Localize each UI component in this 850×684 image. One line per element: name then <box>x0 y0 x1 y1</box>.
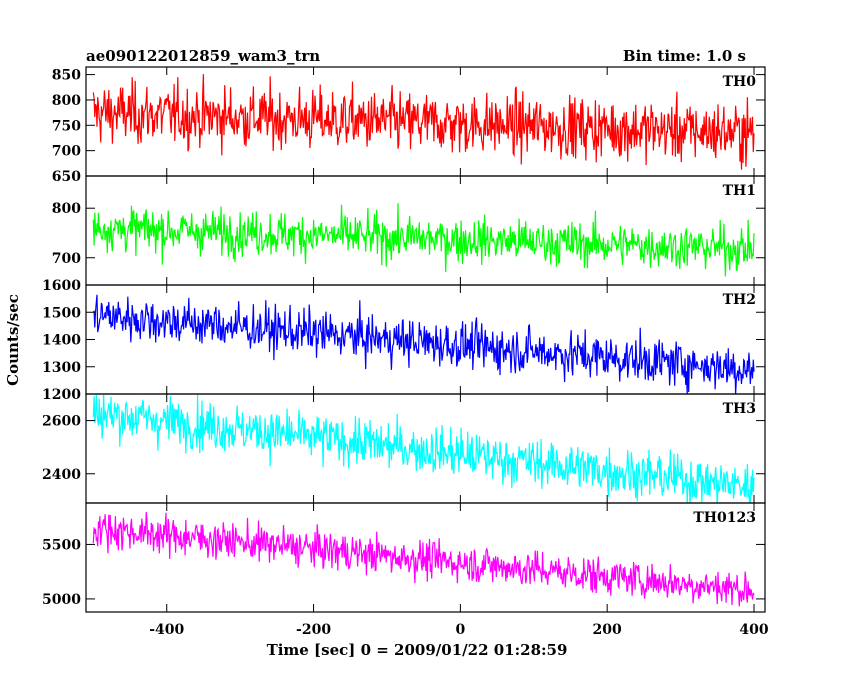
panel-frame <box>85 393 766 504</box>
panel-th2: 1200 1300 1400 1500 1600 TH2 <box>42 278 766 403</box>
panel-th0: 650 700 750 800 850 TH0 <box>52 66 766 185</box>
chart-title: ae090122012859_wam3_trn <box>86 47 320 65</box>
bin-time-label: Bin time: 1.0 s <box>623 47 746 65</box>
y-tick-label: 700 <box>52 251 81 267</box>
y-tick-label: 2400 <box>42 467 81 483</box>
panel-label-th0123: TH0123 <box>693 510 756 526</box>
series-line-th1 <box>92 203 755 277</box>
series-line-th2 <box>92 294 755 394</box>
y-tick-label: 1600 <box>42 278 81 294</box>
series-line-th0 <box>92 74 755 170</box>
y-tick-label: 1300 <box>42 360 81 376</box>
panel-th3: 2400 2600 TH3 <box>42 393 766 504</box>
series-line-th0123 <box>92 512 755 607</box>
y-tick-label: 5000 <box>42 592 81 608</box>
y-tick-label: 1500 <box>42 305 81 321</box>
y-axis-label: Counts/sec <box>4 294 22 386</box>
x-tick-label: 400 <box>739 622 768 638</box>
y-tick-label: 1200 <box>42 387 81 403</box>
y-tick-label: 800 <box>52 201 81 217</box>
y-tick-label: 700 <box>52 144 81 160</box>
y-tick-label: 750 <box>52 118 81 134</box>
y-tick-label: 800 <box>52 93 81 109</box>
y-tick-label: 650 <box>52 169 81 185</box>
y-tick-label: 5500 <box>42 537 81 553</box>
y-tick-label: 2600 <box>42 414 81 430</box>
panel-label-th0: TH0 <box>723 74 757 90</box>
panel-label-th2: TH2 <box>723 292 756 308</box>
x-tick-label: -200 <box>296 622 331 638</box>
series-line-th3 <box>92 394 755 503</box>
x-tick-label: -400 <box>149 622 184 638</box>
x-tick-label: 0 <box>455 622 465 638</box>
x-tick-label: 200 <box>593 622 622 638</box>
x-axis-label: Time [sec] 0 = 2009/01/22 01:28:59 <box>267 641 568 659</box>
y-tick-label: 850 <box>52 68 81 84</box>
panel-th0123: 5000 5500 TH0123 <box>42 502 766 613</box>
panel-label-th1: TH1 <box>723 183 756 199</box>
panel-label-th3: TH3 <box>723 401 756 417</box>
panel-frame <box>85 502 766 613</box>
y-tick-label: 1400 <box>42 333 81 349</box>
panel-th1: 700 800 TH1 <box>52 175 766 286</box>
